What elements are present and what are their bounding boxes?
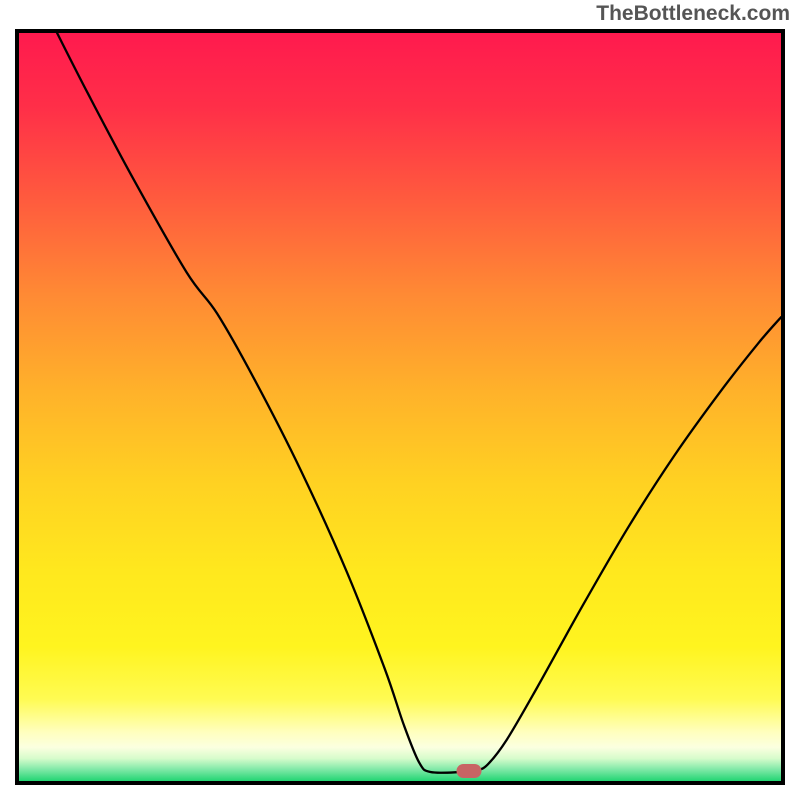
bottleneck-curve: [0, 0, 800, 800]
optimum-marker: [456, 764, 481, 778]
chart-container: TheBottleneck.com: [0, 0, 800, 800]
curve-path: [57, 33, 781, 773]
